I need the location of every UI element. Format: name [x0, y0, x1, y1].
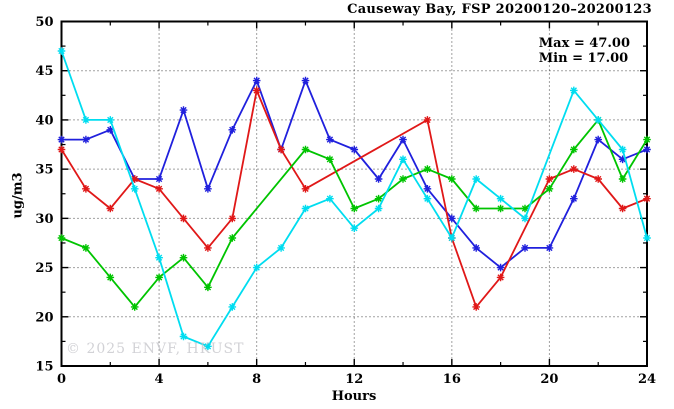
y-tick-label: 45	[35, 64, 53, 79]
y-tick-label: 35	[35, 163, 53, 178]
watermark: © 2025 ENVF, HKUST	[66, 341, 245, 357]
series-markers-day-1-blue	[57, 76, 651, 272]
y-tick-label: 20	[35, 310, 53, 325]
y-tick-label: 15	[35, 360, 53, 375]
series-line-day-2-red	[60, 89, 648, 308]
x-tick-label: 16	[443, 372, 461, 387]
series-markers-day-4-cyan	[57, 47, 651, 351]
x-axis-label: Hours	[331, 389, 377, 404]
y-tick-label: 25	[35, 261, 53, 276]
plot-frame	[60, 20, 648, 367]
x-tick-label: 12	[345, 372, 363, 387]
x-tick-label: 4	[155, 372, 164, 387]
max-value-label: Max = 47.00	[538, 36, 630, 51]
x-tick-label: 20	[540, 372, 558, 387]
x-tick-label: 8	[252, 372, 261, 387]
y-tick-label: 30	[35, 212, 53, 227]
y-axis-label: ug/m3	[10, 172, 26, 219]
y-tick-label: 40	[35, 113, 53, 128]
series-line-day-4-cyan	[60, 50, 648, 348]
x-tick-label: 0	[57, 372, 66, 387]
min-value-label: Min = 17.00	[538, 51, 629, 66]
chart-title: Causeway Bay, FSP 20200120–20200123	[347, 2, 652, 17]
y-tick-label: 50	[35, 15, 53, 30]
stats-annotation: Max = 47.00 Min = 17.00	[539, 36, 630, 66]
series-markers-day-2-red	[57, 86, 651, 311]
x-tick-label: 24	[638, 372, 656, 387]
